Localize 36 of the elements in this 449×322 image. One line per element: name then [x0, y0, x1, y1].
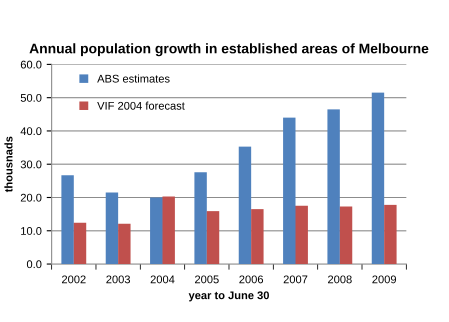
bar [162, 196, 175, 264]
bar [372, 92, 384, 264]
y-tick-label: 40.0 [20, 127, 42, 136]
y-tick-label: 30.0 [20, 160, 42, 168]
x-tick-label: 2005 [195, 275, 219, 284]
y-tick-label: 20.0 [20, 194, 42, 202]
bar [194, 172, 207, 264]
bar [74, 222, 86, 264]
x-tick-label: 2002 [62, 275, 86, 284]
y-tick-label: 0.0 [26, 260, 42, 268]
bar [251, 209, 264, 264]
bar [384, 204, 397, 264]
bar [150, 197, 162, 264]
x-tick-label: 2003 [106, 275, 130, 284]
x-tick-label: 2004 [150, 275, 175, 284]
legend-label: VIF 2004 forecast [97, 102, 185, 110]
bar [206, 211, 220, 264]
bar [106, 192, 118, 264]
x-tick-label: 2008 [328, 275, 352, 284]
y-tick-label: 10.0 [21, 227, 42, 235]
y-tick-label: 60.0 [20, 60, 42, 69]
x-tick-label: 2009 [372, 275, 396, 284]
bar [118, 224, 131, 264]
bar [327, 109, 340, 264]
y-tick-label: 50.0 [20, 94, 42, 102]
x-tick-label: 2007 [284, 275, 308, 284]
bar [238, 146, 252, 264]
x-axis-title: year to June 30 [188, 291, 269, 302]
bar [340, 206, 352, 264]
x-tick-label: 2006 [239, 275, 264, 284]
bar [296, 206, 308, 264]
legend-label: ABS estimates [97, 74, 170, 83]
bar [283, 118, 296, 264]
bar [61, 175, 74, 264]
y-axis-title: thousnads [4, 136, 13, 192]
chart-title: Annual population growth in established areas of Melbourne [29, 43, 428, 56]
